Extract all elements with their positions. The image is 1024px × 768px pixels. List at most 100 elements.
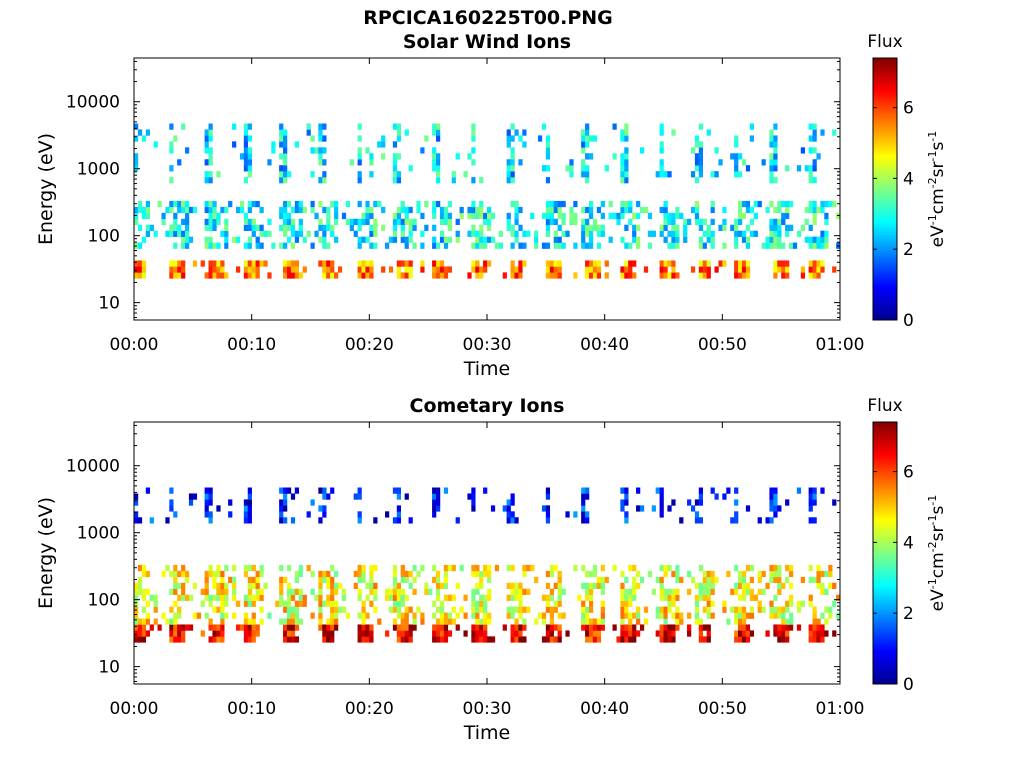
y-tick-label: 10000 bbox=[66, 93, 120, 113]
heatmap-cell bbox=[334, 272, 339, 279]
heatmap-cell bbox=[694, 582, 700, 590]
heatmap-cell bbox=[432, 600, 437, 607]
heatmap-cell bbox=[773, 511, 778, 518]
heatmap-cell bbox=[514, 236, 519, 243]
heatmap-cell bbox=[514, 582, 519, 590]
heatmap-cell bbox=[408, 224, 413, 231]
heatmap-cell bbox=[553, 230, 558, 237]
heatmap-cell bbox=[259, 260, 264, 267]
heatmap-cell bbox=[545, 594, 551, 601]
heatmap-cell bbox=[408, 236, 413, 243]
heatmap-cell bbox=[600, 612, 605, 619]
heatmap-cell bbox=[396, 636, 402, 643]
heatmap-cell bbox=[738, 272, 743, 279]
heatmap-cell bbox=[585, 206, 590, 214]
heatmap-cell bbox=[585, 224, 590, 231]
heatmap-cell bbox=[628, 636, 633, 643]
heatmap-cell bbox=[283, 177, 288, 184]
heatmap-cell bbox=[588, 588, 594, 595]
heatmap-cell bbox=[334, 600, 339, 607]
heatmap-cell bbox=[718, 159, 723, 166]
heatmap-cell bbox=[545, 487, 551, 494]
heatmap-cell bbox=[647, 242, 653, 249]
heatmap-cell bbox=[216, 218, 221, 226]
heatmap-cell bbox=[718, 260, 723, 267]
heatmap-cell bbox=[569, 212, 574, 220]
heatmap-cell bbox=[785, 266, 790, 273]
heatmap-cell bbox=[687, 624, 692, 631]
heatmap-cell bbox=[561, 588, 566, 595]
heatmap-cell bbox=[549, 212, 554, 220]
heatmap-cell bbox=[659, 165, 664, 172]
heatmap-cell bbox=[702, 594, 707, 601]
heatmap-cell bbox=[647, 570, 653, 578]
heatmap-cell bbox=[216, 266, 221, 273]
heatmap-cell bbox=[436, 618, 441, 625]
heatmap-cell bbox=[349, 224, 354, 231]
heatmap-cell bbox=[600, 618, 605, 625]
heatmap-cell bbox=[475, 582, 480, 590]
heatmap-cell bbox=[706, 588, 711, 595]
heatmap-cell bbox=[690, 576, 696, 584]
heatmap-cell bbox=[169, 123, 174, 130]
heatmap-cell bbox=[828, 564, 833, 572]
heatmap-cell bbox=[659, 511, 664, 518]
heatmap-cell bbox=[588, 272, 594, 279]
heatmap-cell bbox=[820, 582, 825, 590]
heatmap-cell bbox=[385, 594, 390, 601]
heatmap-cell bbox=[357, 624, 362, 631]
heatmap-cell bbox=[306, 230, 311, 237]
heatmap-cell bbox=[694, 212, 700, 220]
heatmap-cell bbox=[514, 636, 519, 643]
heatmap-cell bbox=[643, 618, 649, 625]
heatmap-cell bbox=[169, 499, 174, 506]
heatmap-cell bbox=[624, 630, 629, 637]
heatmap-cell bbox=[816, 564, 821, 572]
heatmap-cell bbox=[471, 606, 476, 613]
heatmap-cell bbox=[632, 588, 637, 595]
heatmap-cell bbox=[373, 564, 378, 572]
colorbar-tick-label: 6 bbox=[903, 99, 914, 119]
heatmap-cell bbox=[294, 606, 300, 613]
heatmap-cell bbox=[518, 224, 523, 231]
heatmap-cell bbox=[412, 576, 417, 584]
heatmap-cell bbox=[220, 600, 225, 607]
heatmap-cell bbox=[585, 517, 590, 524]
heatmap-cell bbox=[820, 487, 825, 494]
heatmap-cell bbox=[514, 517, 519, 524]
heatmap-cell bbox=[188, 206, 194, 214]
heatmap-cell bbox=[432, 487, 437, 494]
heatmap-cell bbox=[781, 582, 786, 590]
heatmap-cell bbox=[286, 612, 292, 619]
heatmap-cell bbox=[514, 624, 519, 631]
heatmap-cell bbox=[357, 266, 362, 273]
heatmap-cell bbox=[318, 147, 323, 154]
heatmap-cell bbox=[545, 218, 551, 226]
heatmap-cell bbox=[247, 636, 252, 643]
heatmap-cell bbox=[212, 224, 217, 231]
heatmap-cell bbox=[600, 224, 605, 231]
heatmap-cell bbox=[585, 594, 590, 601]
heatmap-cell bbox=[812, 260, 817, 267]
heatmap-cell bbox=[302, 236, 307, 243]
heatmap-cell bbox=[585, 242, 590, 249]
heatmap-cell bbox=[181, 630, 186, 637]
heatmap-cell bbox=[408, 272, 413, 279]
heatmap-cell bbox=[773, 493, 778, 500]
heatmap-cell bbox=[824, 630, 829, 637]
heatmap-cell bbox=[808, 242, 813, 249]
heatmap-cell bbox=[714, 576, 719, 584]
heatmap-cell bbox=[522, 260, 527, 267]
heatmap-cell bbox=[808, 147, 813, 154]
heatmap-cell bbox=[804, 236, 809, 243]
heatmap-cell bbox=[785, 260, 790, 267]
heatmap-cell bbox=[247, 236, 252, 243]
heatmap-cell bbox=[608, 212, 613, 220]
heatmap-cell bbox=[671, 272, 676, 279]
heatmap-cell bbox=[624, 517, 629, 524]
heatmap-cell bbox=[663, 618, 668, 625]
heatmap-cell bbox=[349, 159, 354, 166]
heatmap-cell bbox=[585, 511, 590, 518]
heatmap-cell bbox=[298, 594, 303, 601]
